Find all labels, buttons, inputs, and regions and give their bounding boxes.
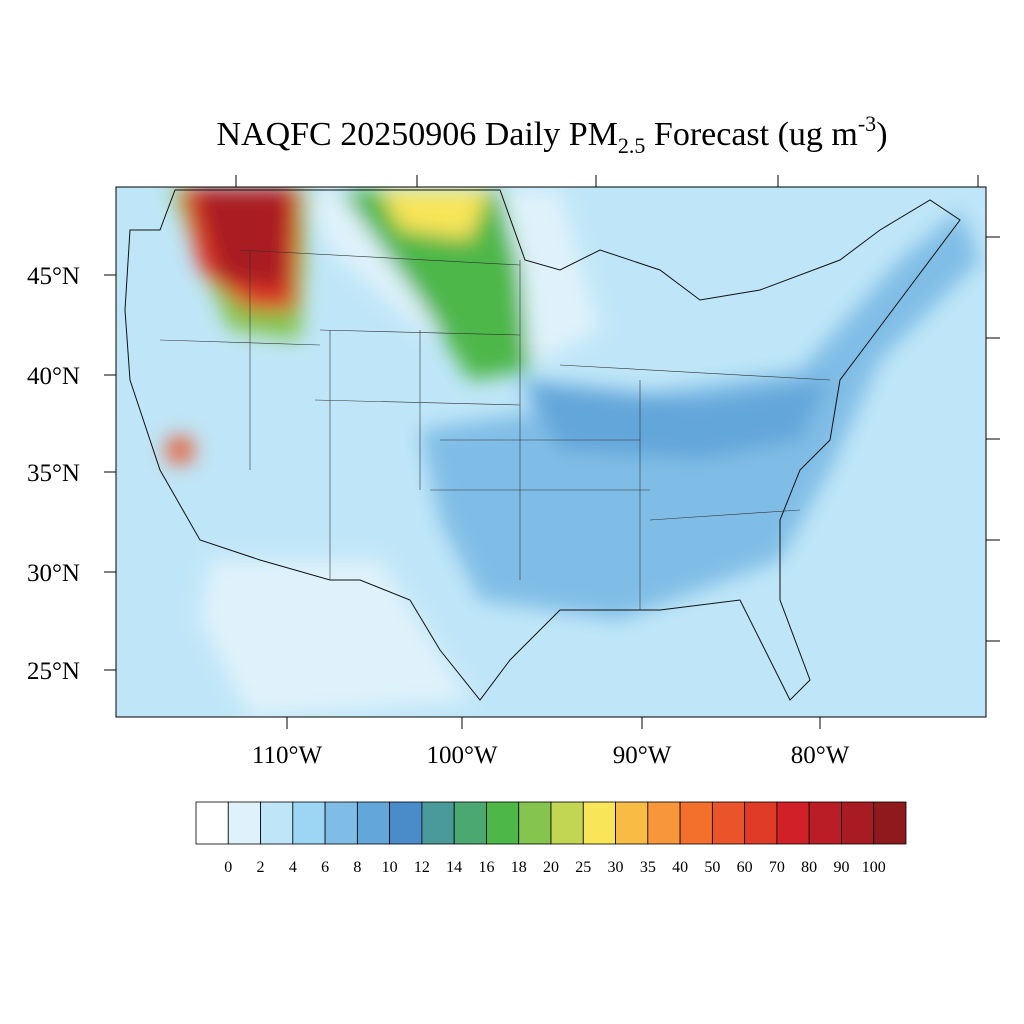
smoke-plume <box>340 190 530 380</box>
lat-label: 25°N <box>27 658 80 685</box>
smoke-spot <box>166 436 194 464</box>
colorbar-label: 12 <box>414 859 430 876</box>
colorbar-box <box>356 801 391 845</box>
colorbar-label: 20 <box>543 859 559 876</box>
colorbar-label: 100 <box>862 859 886 876</box>
smoke-plume <box>195 190 290 290</box>
colorbar-box <box>518 801 552 845</box>
smoke-plume <box>380 190 490 240</box>
colorbar-box <box>389 801 423 845</box>
colorbar-box <box>453 801 487 845</box>
colorbar-label: 16 <box>478 859 494 876</box>
colorbar-box <box>873 801 907 845</box>
colorbar-label: 40 <box>672 859 688 876</box>
colorbar-label: 80 <box>801 859 817 876</box>
colorbar-label: 70 <box>769 859 785 876</box>
lat-label: 35°N <box>27 460 80 487</box>
colorbar-box <box>776 801 810 845</box>
title-end: ) <box>876 116 887 153</box>
colorbar-box <box>711 801 746 845</box>
title-rest: Forecast (ug m <box>645 116 857 153</box>
colorbar-box <box>195 801 229 845</box>
title-sub: 2.5 <box>618 133 646 158</box>
lon-label: 110°W <box>252 742 323 769</box>
colorbar-box <box>421 801 455 845</box>
map-field <box>116 187 986 717</box>
colorbar-label: 30 <box>608 859 624 876</box>
colorbar-label: 14 <box>446 859 462 876</box>
colorbar-label: 4 <box>289 859 297 876</box>
us-outline <box>124 189 961 701</box>
colorbar-box <box>744 801 778 845</box>
colorbar-box <box>808 801 842 845</box>
lon-label: 100°W <box>426 742 497 769</box>
state-borders <box>159 249 831 610</box>
colorbar-box <box>841 801 875 845</box>
colorbar-box <box>582 801 616 845</box>
colorbar-box <box>292 801 326 845</box>
lat-label: 30°N <box>27 560 80 587</box>
colorbar-label: 35 <box>640 859 656 876</box>
colorbar-label: 6 <box>321 859 329 876</box>
colorbar-label: 50 <box>704 859 720 876</box>
map-frame <box>115 186 987 718</box>
colorbar-label: 18 <box>511 859 527 876</box>
colorbar-box <box>260 801 294 845</box>
colorbar-label: 10 <box>382 859 398 876</box>
lat-label: 40°N <box>27 363 80 390</box>
colorbar-label: 90 <box>833 859 849 876</box>
lon-label: 90°W <box>613 742 672 769</box>
title-sup: -3 <box>858 111 876 136</box>
clean-area <box>200 560 470 717</box>
colorbar-label: 25 <box>575 859 591 876</box>
colorbar-label: 8 <box>353 859 361 876</box>
title-main: NAQFC 20250906 Daily PM <box>216 116 617 153</box>
colorbar-box <box>647 801 681 845</box>
colorbar-box <box>615 801 649 845</box>
lat-label: 45°N <box>27 263 80 290</box>
colorbar-label: 2 <box>257 859 265 876</box>
colorbar-box <box>550 801 584 845</box>
lon-label: 80°W <box>791 742 850 769</box>
colorbar-label: 60 <box>737 859 753 876</box>
colorbar-box <box>227 801 261 845</box>
title: NAQFC 20250906 Daily PM2.5 Forecast (ug … <box>216 111 887 158</box>
frame-ticks <box>104 175 1000 729</box>
colorbar-box <box>324 801 358 845</box>
colorbar-label: 0 <box>224 859 232 876</box>
colorbar-box <box>486 801 520 845</box>
colorbar-box <box>679 801 713 845</box>
